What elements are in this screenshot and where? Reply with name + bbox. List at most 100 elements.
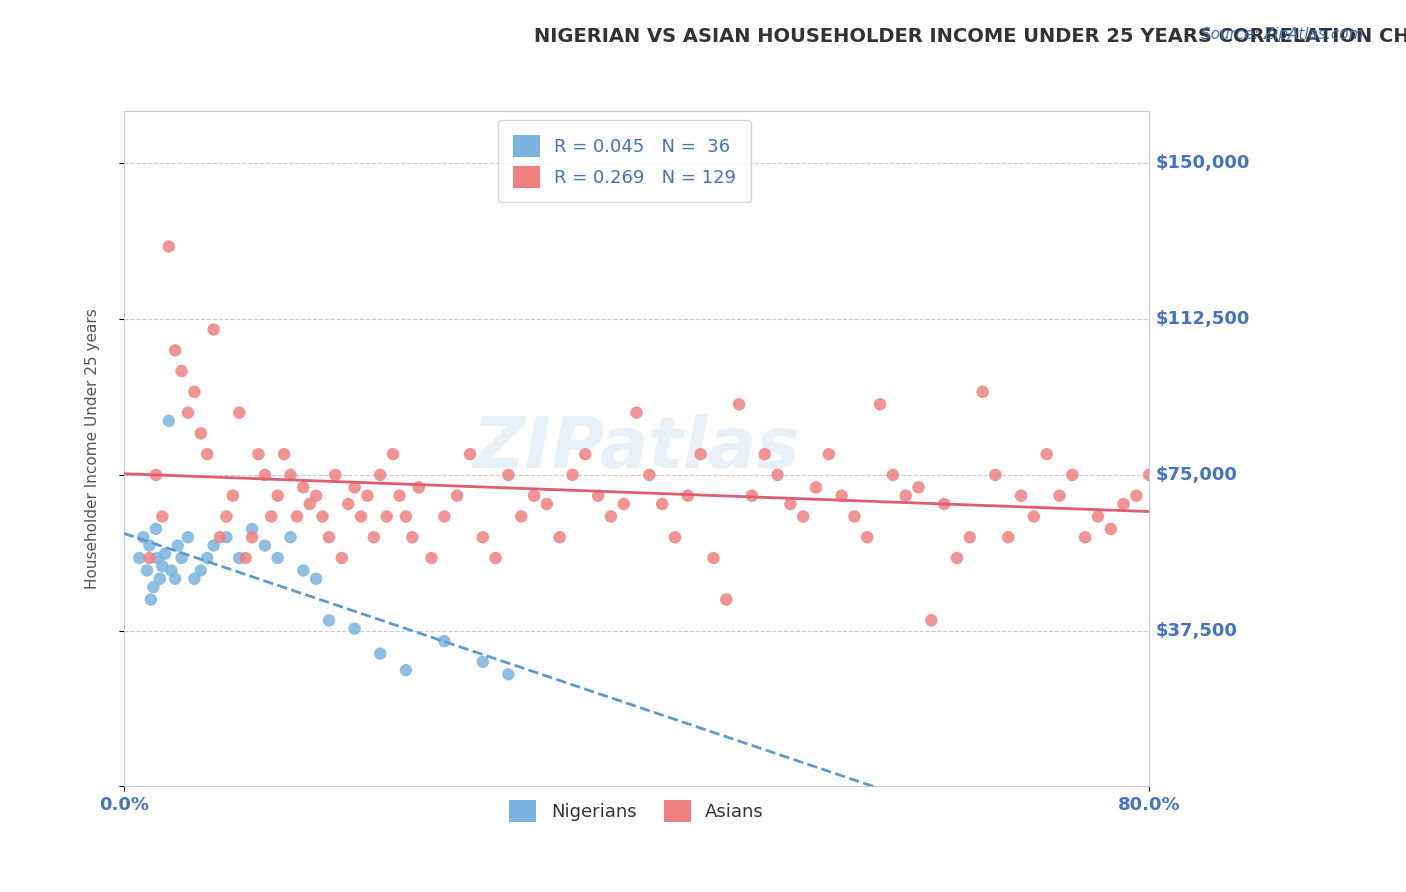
- Point: [792, 509, 814, 524]
- Point: [574, 447, 596, 461]
- Point: [128, 551, 150, 566]
- Y-axis label: Householder Income Under 25 years: Householder Income Under 25 years: [86, 309, 100, 590]
- Point: [804, 480, 827, 494]
- Legend: Nigerians, Asians: Nigerians, Asians: [501, 791, 773, 831]
- Text: Source: ZipAtlas.com: Source: ZipAtlas.com: [1201, 27, 1364, 42]
- Text: $112,500: $112,500: [1156, 310, 1250, 328]
- Point: [325, 467, 347, 482]
- Point: [651, 497, 673, 511]
- Point: [408, 480, 430, 494]
- Point: [510, 509, 533, 524]
- Text: ZIPatlas: ZIPatlas: [472, 415, 800, 483]
- Point: [195, 447, 218, 461]
- Point: [984, 467, 1007, 482]
- Point: [146, 551, 169, 566]
- Point: [170, 364, 193, 378]
- Point: [1035, 447, 1057, 461]
- Point: [741, 489, 763, 503]
- Point: [150, 559, 173, 574]
- Point: [401, 530, 423, 544]
- Point: [222, 489, 245, 503]
- Point: [446, 489, 468, 503]
- Point: [166, 539, 188, 553]
- Point: [946, 551, 969, 566]
- Point: [388, 489, 411, 503]
- Point: [356, 489, 378, 503]
- Point: [157, 414, 180, 428]
- Point: [177, 406, 200, 420]
- Point: [856, 530, 879, 544]
- Point: [165, 343, 187, 358]
- Point: [844, 509, 866, 524]
- Text: $37,500: $37,500: [1156, 622, 1237, 640]
- Point: [368, 647, 391, 661]
- Point: [613, 497, 636, 511]
- Point: [280, 530, 302, 544]
- Point: [689, 447, 711, 461]
- Point: [292, 480, 315, 494]
- Point: [1049, 489, 1071, 503]
- Point: [260, 509, 283, 524]
- Point: [1087, 509, 1109, 524]
- Point: [318, 613, 340, 627]
- Point: [471, 655, 494, 669]
- Point: [1099, 522, 1122, 536]
- Point: [817, 447, 839, 461]
- Point: [215, 530, 238, 544]
- Text: $75,000: $75,000: [1156, 466, 1237, 484]
- Point: [149, 572, 172, 586]
- Point: [253, 467, 276, 482]
- Point: [132, 530, 155, 544]
- Point: [754, 447, 776, 461]
- Point: [305, 489, 328, 503]
- Point: [311, 509, 333, 524]
- Point: [165, 572, 187, 586]
- Point: [1125, 489, 1147, 503]
- Point: [664, 530, 686, 544]
- Point: [253, 539, 276, 553]
- Point: [160, 564, 183, 578]
- Point: [676, 489, 699, 503]
- Point: [190, 426, 212, 441]
- Point: [626, 406, 648, 420]
- Point: [934, 497, 956, 511]
- Point: [766, 467, 789, 482]
- Point: [869, 397, 891, 411]
- Point: [247, 447, 270, 461]
- Point: [145, 522, 167, 536]
- Point: [240, 530, 263, 544]
- Point: [215, 509, 238, 524]
- Point: [498, 467, 520, 482]
- Point: [337, 497, 360, 511]
- Point: [523, 489, 546, 503]
- Point: [638, 467, 661, 482]
- Text: NIGERIAN VS ASIAN HOUSEHOLDER INCOME UNDER 25 YEARS CORRELATION CHART: NIGERIAN VS ASIAN HOUSEHOLDER INCOME UND…: [534, 27, 1406, 45]
- Point: [363, 530, 385, 544]
- Point: [702, 551, 724, 566]
- Point: [561, 467, 583, 482]
- Point: [170, 551, 193, 566]
- Point: [145, 467, 167, 482]
- Point: [433, 509, 456, 524]
- Point: [228, 406, 250, 420]
- Point: [183, 572, 205, 586]
- Point: [150, 509, 173, 524]
- Point: [716, 592, 738, 607]
- Point: [375, 509, 398, 524]
- Point: [343, 480, 366, 494]
- Point: [292, 564, 315, 578]
- Point: [267, 489, 290, 503]
- Point: [139, 592, 162, 607]
- Point: [190, 564, 212, 578]
- Point: [177, 530, 200, 544]
- Point: [183, 384, 205, 399]
- Point: [368, 467, 391, 482]
- Point: [458, 447, 481, 461]
- Point: [240, 522, 263, 536]
- Point: [157, 239, 180, 253]
- Point: [318, 530, 340, 544]
- Point: [1022, 509, 1045, 524]
- Point: [920, 613, 942, 627]
- Point: [1137, 467, 1160, 482]
- Point: [548, 530, 571, 544]
